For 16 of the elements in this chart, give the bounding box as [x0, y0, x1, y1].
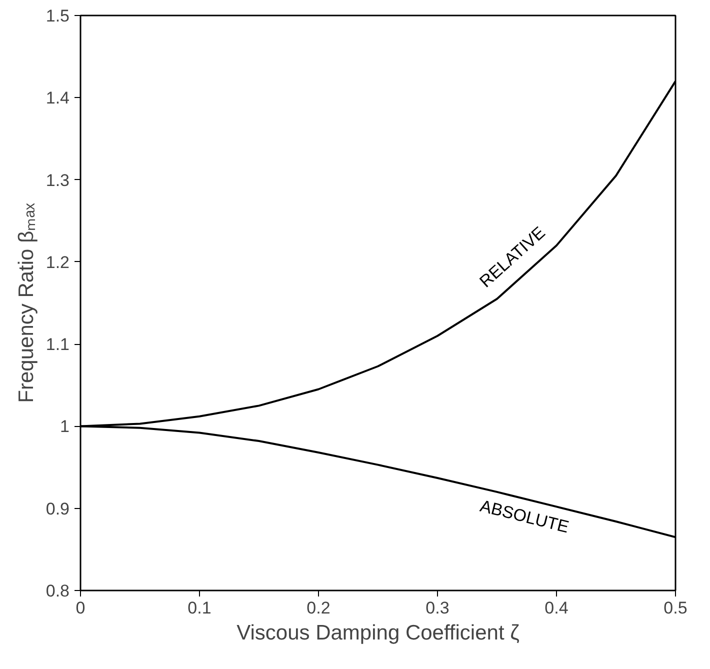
- x-tick-label: 0.4: [544, 598, 568, 618]
- y-axis-title: Frequency Ratio βₘₐₓ: [14, 203, 38, 403]
- y-tick-label: 0.8: [46, 582, 70, 600]
- x-tick-label: 0.5: [664, 598, 688, 618]
- y-tick-label: 1: [60, 417, 70, 436]
- x-axis-title: Viscous Damping Coefficient ζ: [236, 622, 520, 644]
- y-tick-label: 0.9: [46, 499, 70, 518]
- y-tick-label: 1.4: [46, 88, 70, 108]
- y-tick-label: 1.1: [46, 335, 70, 354]
- y-tick-label: 1.5: [46, 6, 70, 26]
- x-tick-label: 0.2: [306, 598, 330, 618]
- x-tick-label: 0.3: [426, 598, 450, 618]
- y-tick-label: 1.3: [46, 170, 70, 190]
- x-tick-label: 0: [76, 598, 86, 618]
- x-tick-label: 0.1: [188, 598, 212, 618]
- y-tick-label: 1.2: [46, 252, 70, 272]
